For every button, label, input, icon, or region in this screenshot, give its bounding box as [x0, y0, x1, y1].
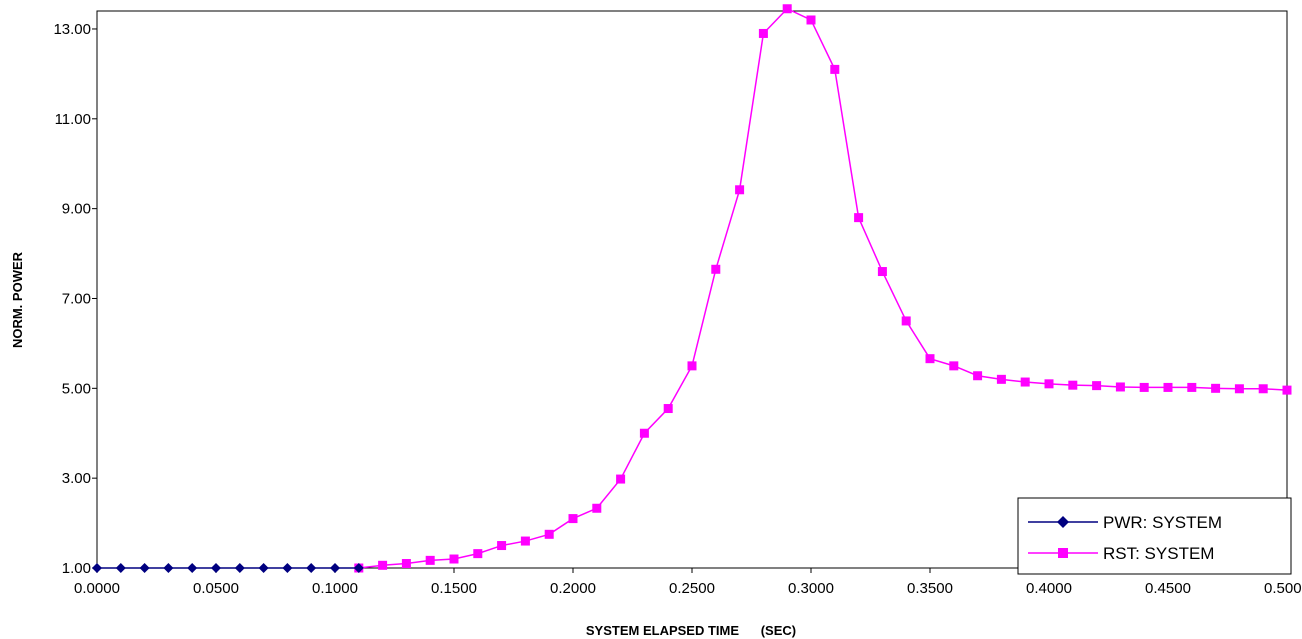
data-point-rst — [973, 371, 983, 381]
data-point-rst — [639, 428, 649, 438]
data-point-rst — [425, 555, 435, 565]
legend-item-rst: RST: SYSTEM — [1028, 544, 1214, 563]
data-point-pwr — [258, 563, 269, 573]
data-point-pwr — [115, 563, 126, 573]
series-pwr — [92, 563, 364, 573]
data-point-rst — [592, 503, 602, 513]
x-tick-label: 0.0000 — [74, 580, 120, 597]
x-tick-label: 0.1500 — [431, 580, 477, 597]
y-axis-title: NORM. POWER — [10, 251, 25, 348]
x-tick-label: 0.3500 — [907, 580, 953, 597]
y-tick-label: 13.00 — [53, 21, 91, 38]
data-point-pwr — [187, 563, 198, 573]
data-point-pwr — [163, 563, 174, 573]
data-point-rst — [1068, 380, 1078, 390]
data-point-rst — [1092, 381, 1102, 391]
data-point-rst — [782, 4, 792, 14]
legend-item-pwr: PWR: SYSTEM — [1028, 513, 1222, 532]
data-point-pwr — [306, 563, 317, 573]
y-tick-label: 3.00 — [62, 470, 91, 487]
y-tick-label: 7.00 — [62, 290, 91, 307]
data-point-pwr — [282, 563, 293, 573]
data-point-rst — [520, 536, 530, 546]
legend: PWR: SYSTEM RST: SYSTEM — [1017, 497, 1292, 575]
data-point-rst — [758, 28, 768, 38]
data-point-rst — [449, 554, 459, 564]
data-point-rst — [616, 474, 626, 484]
legend-marker-rst — [1058, 548, 1068, 558]
data-point-rst — [568, 514, 578, 524]
data-point-pwr — [92, 563, 102, 573]
x-tick-label: 0.2500 — [669, 580, 715, 597]
data-point-pwr — [234, 563, 245, 573]
data-point-rst — [806, 15, 816, 25]
series-line-rst — [358, 7, 1288, 569]
data-point-rst — [1282, 385, 1292, 395]
x-axis: 0.0000 0.0500 0.1000 0.1500 0.2000 0.2500 0.30… — [74, 568, 1302, 597]
data-point-rst — [1115, 382, 1125, 392]
x-tick-label: 0.4500 — [1145, 580, 1191, 597]
data-point-rst — [830, 64, 840, 74]
y-tick-label: 9.00 — [62, 201, 91, 218]
data-point-rst — [996, 374, 1006, 384]
data-point-rst — [854, 213, 864, 223]
data-point-rst — [473, 549, 483, 559]
data-point-rst — [378, 560, 388, 570]
data-point-rst — [735, 185, 745, 195]
plot-area — [96, 10, 1288, 569]
x-tick-label: 0.2000 — [550, 580, 596, 597]
legend-label-pwr: PWR: SYSTEM — [1103, 513, 1222, 532]
data-point-pwr — [330, 563, 340, 573]
plot-frame — [96, 10, 1288, 569]
x-tick-label: 0.1000 — [312, 580, 358, 597]
x-tick-label: 0.3000 — [788, 580, 834, 597]
data-point-pwr — [211, 563, 221, 573]
data-point-rst — [544, 529, 554, 539]
data-point-rst — [711, 264, 721, 274]
x-tick-label: 0.0500 — [193, 580, 239, 597]
y-tick-label: 11.00 — [55, 111, 91, 128]
legend-label-rst: RST: SYSTEM — [1103, 544, 1214, 563]
data-point-rst — [901, 316, 911, 326]
data-point-rst — [687, 361, 697, 371]
y-axis: 1.00 3.00 5.00 7.00 9.00 11.00 13.00 — [53, 21, 97, 577]
y-tick-label: 5.00 — [62, 380, 91, 397]
data-point-rst — [497, 541, 507, 551]
data-point-rst — [1258, 384, 1268, 394]
series-layer — [92, 4, 1292, 573]
x-tick-label: 0.4000 — [1026, 580, 1072, 597]
data-point-pwr — [139, 563, 150, 573]
data-point-rst — [663, 404, 673, 414]
legend-marker-pwr — [1057, 516, 1069, 528]
data-point-rst — [1163, 382, 1173, 392]
data-point-rst — [1020, 377, 1030, 387]
data-point-rst — [1211, 383, 1221, 393]
x-axis-title: SYSTEM ELAPSED TIME (SEC) — [586, 623, 796, 638]
data-point-rst — [925, 354, 935, 364]
data-point-rst — [1139, 382, 1149, 392]
data-point-rst — [877, 267, 887, 277]
data-point-rst — [1234, 384, 1244, 394]
data-point-pwr — [353, 563, 364, 573]
data-point-rst — [1044, 379, 1054, 389]
legend-box — [1017, 497, 1292, 575]
data-point-rst — [949, 361, 959, 371]
y-tick-label: 1.00 — [62, 560, 91, 577]
data-point-rst — [1187, 382, 1197, 392]
series-rst — [354, 4, 1292, 573]
data-point-rst — [401, 559, 411, 569]
